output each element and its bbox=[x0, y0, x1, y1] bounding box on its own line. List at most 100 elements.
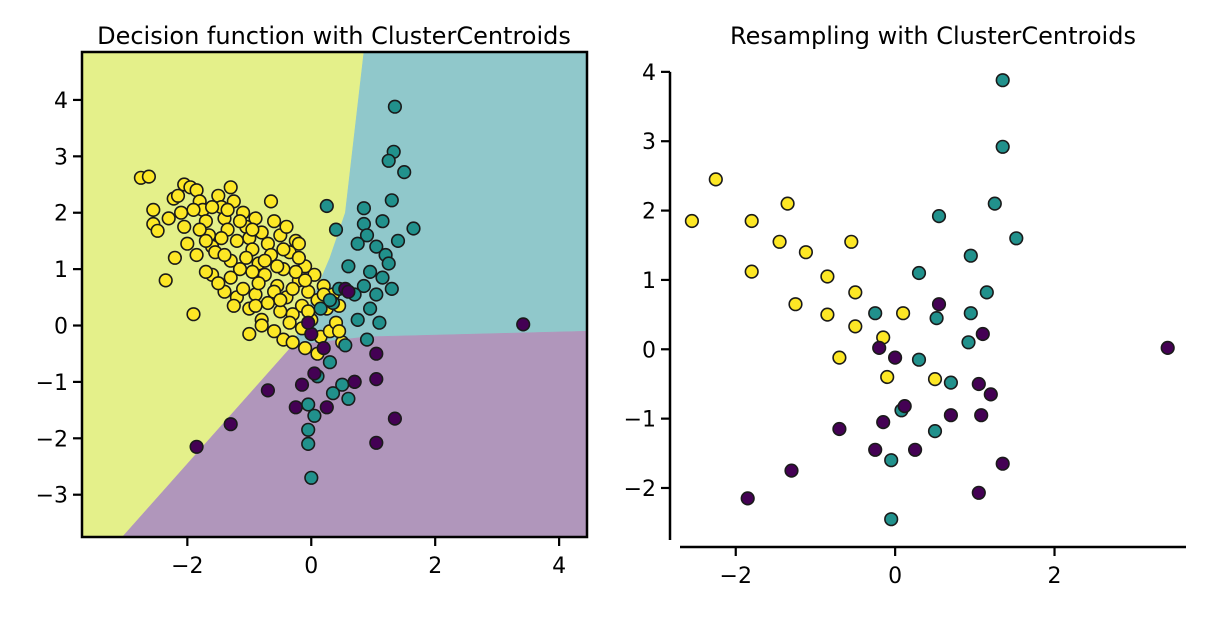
decision-x-tick-label: 4 bbox=[552, 554, 566, 579]
decision-x-tick-label: 0 bbox=[304, 554, 318, 579]
decision-point-teal bbox=[356, 201, 372, 216]
decision-point-yellow bbox=[189, 247, 204, 263]
decision-y-tick-label: 1 bbox=[54, 258, 68, 283]
resampling-point-yellow bbox=[832, 350, 847, 365]
resampling-y-tick-label: 0 bbox=[642, 338, 656, 363]
resampling-point-yellow bbox=[848, 319, 863, 334]
decision-point-yellow bbox=[282, 315, 297, 330]
resampling-point-purple bbox=[975, 326, 990, 342]
resampling-point-purple bbox=[872, 340, 887, 356]
resampling-point-teal bbox=[979, 285, 994, 300]
decision-point-purple bbox=[223, 417, 238, 432]
decision-point-yellow bbox=[267, 214, 282, 229]
decision-point-yellow bbox=[186, 307, 201, 322]
decision-point-yellow bbox=[236, 281, 251, 297]
decision-y-tick-label: 2 bbox=[54, 202, 68, 227]
decision-point-teal bbox=[328, 222, 344, 237]
decision-point-teal bbox=[325, 386, 341, 401]
decision-point-teal bbox=[375, 270, 390, 285]
resampling-point-teal bbox=[931, 209, 947, 224]
decision-point-yellow bbox=[285, 281, 300, 297]
resampling-plot-title: Resampling with ClusterCentroids bbox=[730, 22, 1136, 50]
decision-point-yellow bbox=[223, 180, 238, 195]
decision-point-yellow bbox=[248, 298, 263, 313]
decision-y-tick-label: 3 bbox=[54, 145, 68, 170]
resampling-point-yellow bbox=[780, 196, 795, 211]
decision-point-yellow bbox=[146, 202, 161, 217]
decision-point-teal bbox=[387, 99, 403, 114]
decision-x-tick-label: −2 bbox=[171, 554, 203, 579]
resampling-point-purple bbox=[784, 463, 799, 478]
decision-point-yellow bbox=[245, 222, 260, 237]
decision-point-yellow bbox=[161, 211, 176, 226]
resampling-point-yellow bbox=[684, 213, 700, 229]
resampling-point-purple bbox=[971, 376, 986, 392]
decision-point-yellow bbox=[158, 273, 173, 288]
resampling-point-purple bbox=[868, 442, 883, 457]
decision-point-teal bbox=[341, 391, 356, 406]
resampling-point-teal bbox=[961, 335, 976, 350]
decision-point-yellow bbox=[180, 236, 195, 251]
decision-point-teal bbox=[384, 281, 399, 297]
decision-point-teal bbox=[384, 193, 399, 208]
decision-point-yellow bbox=[174, 205, 189, 220]
decision-point-teal bbox=[350, 236, 365, 251]
resampling-x-tick-label: 2 bbox=[1048, 564, 1062, 589]
decision-point-yellow bbox=[291, 250, 307, 265]
resampling-point-purple bbox=[740, 491, 755, 506]
resampling-point-purple bbox=[832, 421, 847, 437]
resampling-point-purple bbox=[907, 442, 923, 457]
decision-point-purple bbox=[319, 400, 334, 415]
decision-point-yellow bbox=[273, 293, 288, 308]
resampling-point-purple bbox=[897, 399, 912, 414]
decision-point-teal bbox=[359, 332, 375, 347]
resampling-point-teal bbox=[987, 196, 1002, 211]
decision-y-tick-label: −3 bbox=[36, 484, 68, 509]
decision-point-teal bbox=[363, 301, 378, 316]
decision-point-purple bbox=[341, 284, 356, 299]
decision-point-teal bbox=[390, 233, 406, 248]
resampling-point-teal bbox=[963, 306, 978, 321]
decision-point-purple bbox=[516, 317, 531, 332]
resampling-point-teal bbox=[911, 265, 927, 281]
decision-point-purple bbox=[316, 341, 331, 356]
resampling-point-purple bbox=[931, 297, 947, 312]
decision-point-teal bbox=[301, 422, 316, 437]
decision-point-yellow bbox=[288, 264, 303, 280]
resampling-point-teal bbox=[927, 424, 943, 439]
decision-point-teal bbox=[369, 239, 384, 254]
decision-point-purple bbox=[307, 366, 322, 381]
decision-point-teal bbox=[338, 338, 353, 353]
decision-point-purple bbox=[387, 411, 403, 426]
resampling-point-teal bbox=[1009, 231, 1024, 246]
resampling-y-tick-label: −2 bbox=[624, 477, 656, 502]
decision-point-yellow bbox=[198, 264, 213, 280]
decision-point-teal bbox=[350, 312, 365, 328]
resampling-point-teal bbox=[884, 453, 899, 468]
resampling-plot: Resampling with ClusterCentroids −2 0 2 −2 −… bbox=[624, 22, 1186, 589]
resampling-point-purple bbox=[1160, 340, 1175, 356]
resampling-point-yellow bbox=[798, 245, 814, 260]
decision-point-yellow bbox=[260, 295, 276, 311]
decision-point-purple bbox=[301, 315, 316, 330]
decision-point-purple bbox=[369, 435, 384, 450]
decision-point-yellow bbox=[226, 298, 241, 313]
decision-point-yellow bbox=[279, 219, 294, 234]
decision-point-teal bbox=[301, 397, 316, 412]
decision-point-purple bbox=[260, 383, 276, 398]
resampling-y-tick-label: −1 bbox=[624, 408, 656, 433]
resampling-point-yellow bbox=[895, 306, 911, 321]
decision-point-yellow bbox=[223, 270, 238, 285]
decision-point-teal bbox=[341, 259, 356, 274]
resampling-y-tick-label: 2 bbox=[642, 200, 656, 225]
decision-point-yellow bbox=[192, 222, 207, 237]
decision-point-yellow bbox=[232, 214, 248, 229]
decision-point-teal bbox=[307, 408, 322, 423]
resampling-x-tick-label: −2 bbox=[720, 564, 752, 589]
resampling-point-teal bbox=[929, 311, 944, 326]
decision-point-teal bbox=[356, 278, 372, 294]
decision-point-yellow bbox=[141, 169, 156, 184]
decision-point-yellow bbox=[270, 259, 285, 274]
resampling-point-purple bbox=[876, 415, 891, 430]
resampling-point-purple bbox=[887, 350, 903, 365]
